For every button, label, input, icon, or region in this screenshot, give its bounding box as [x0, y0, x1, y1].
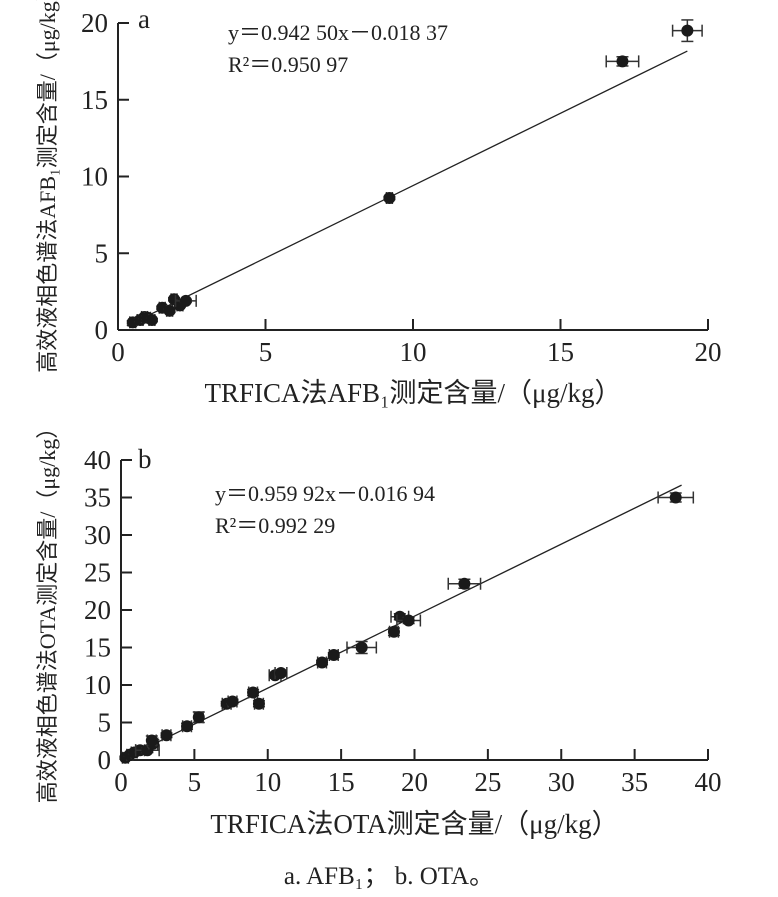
data-point [252, 697, 265, 710]
point-marker [458, 577, 471, 590]
x-tick-label: 35 [621, 767, 648, 797]
point-marker [383, 191, 396, 204]
data-point [387, 625, 400, 638]
data-point [163, 304, 176, 317]
point-marker [145, 734, 158, 747]
data-point [145, 734, 158, 747]
x-tick-label: 30 [548, 767, 575, 797]
x-tick-label: 40 [695, 767, 722, 797]
y-tick-label: 15 [81, 85, 108, 115]
data-point [671, 19, 703, 43]
point-marker [179, 294, 192, 307]
point-marker [402, 614, 415, 627]
point-marker [163, 304, 176, 317]
y-axis-title: 高效液相色谱法AFB₁测定含量/（μg/kg） [35, 0, 60, 373]
point-marker [145, 314, 158, 327]
y-axis-title: 高效液相色谱法OTA测定含量/（μg/kg） [35, 417, 60, 803]
point-marker [616, 55, 629, 68]
data-point [657, 491, 695, 504]
data-point [145, 314, 158, 327]
y-tick-label: 30 [84, 520, 111, 550]
y-tick-label: 15 [84, 633, 111, 663]
regression-equation: y＝0.959 92x－0.016 94 [215, 481, 435, 506]
x-tick-label: 20 [695, 337, 722, 367]
y-tick-label: 10 [81, 162, 108, 192]
data-point [160, 729, 173, 742]
x-tick-label: 5 [259, 337, 273, 367]
x-tick-label: 0 [114, 767, 128, 797]
x-tick-label: 15 [547, 337, 574, 367]
data-point [396, 614, 422, 627]
x-tick-label: 10 [400, 337, 427, 367]
y-tick-label: 25 [84, 558, 111, 588]
point-marker [226, 695, 239, 708]
y-tick-label: 5 [95, 238, 109, 268]
point-marker [316, 656, 329, 669]
point-marker [192, 711, 205, 724]
data-point [605, 55, 640, 68]
data-point [192, 711, 205, 724]
panel-label: a [138, 4, 150, 34]
x-tick-label: 25 [474, 767, 501, 797]
data-point [383, 191, 396, 204]
point-marker [274, 667, 287, 679]
data-point [327, 649, 340, 661]
y-tick-label: 20 [81, 8, 108, 38]
point-marker [355, 641, 368, 654]
data-point [274, 667, 288, 679]
x-tick-label: 0 [111, 337, 125, 367]
y-tick-label: 35 [84, 483, 111, 513]
point-marker [387, 625, 400, 638]
data-point [181, 720, 194, 733]
regression-equation: y＝0.942 50x－0.018 37 [228, 20, 448, 45]
data-point [346, 640, 378, 655]
point-marker [327, 649, 340, 661]
panel-label: b [138, 444, 152, 474]
panel-a: 0 5 10 15 20 0 5 10 15 20 a y＝0.942 50x－0.018 37 R²＝… [35, 0, 722, 408]
x-axis-title: TRFICA法AFB₁测定含量/（μg/kg） [205, 378, 622, 408]
figure-caption: a. AFB₁； b. OTA。 [283, 863, 495, 890]
x-axis-title: TRFICA法OTA测定含量/（μg/kg） [210, 809, 618, 839]
x-tick-label: 5 [188, 767, 202, 797]
point-marker [669, 491, 682, 504]
y-tick-label: 40 [84, 445, 111, 475]
y-tick-label: 0 [98, 745, 112, 775]
point-marker [252, 697, 265, 710]
r-squared: R²＝0.950 97 [228, 52, 348, 77]
data-point [447, 577, 482, 590]
y-tick-label: 20 [84, 595, 111, 625]
y-tick-label: 0 [95, 315, 109, 345]
point-marker [247, 686, 260, 699]
r-squared: R²＝0.992 29 [215, 513, 335, 538]
y-tick-label: 5 [98, 708, 112, 738]
data-point [226, 695, 239, 708]
x-tick-label: 15 [328, 767, 355, 797]
y-tick-label: 10 [84, 670, 111, 700]
point-marker [681, 24, 694, 37]
regression-line [126, 50, 688, 327]
point-marker [181, 720, 194, 733]
x-tick-label: 20 [401, 767, 428, 797]
data-point [247, 686, 260, 699]
x-tick-label: 10 [254, 767, 281, 797]
data-point [134, 744, 160, 757]
data-point [174, 294, 197, 307]
data-point [316, 656, 329, 669]
point-marker [160, 729, 173, 742]
